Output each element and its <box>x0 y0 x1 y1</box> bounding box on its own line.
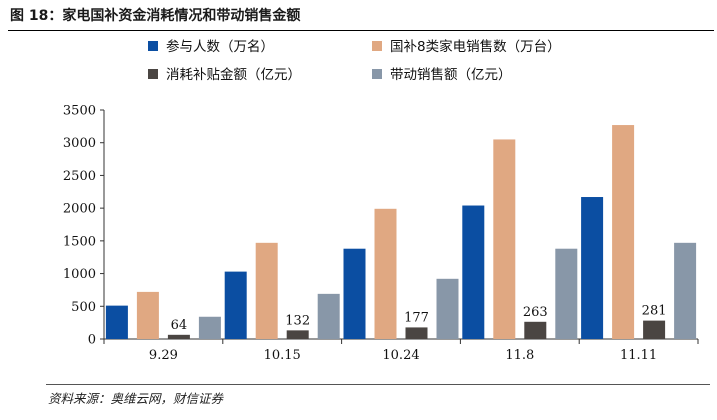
title-divider <box>8 30 714 31</box>
figure-header: 图 18：家电国补资金消耗情况和带动销售金额 <box>0 0 717 31</box>
x-tick-label: 10.15 <box>264 348 301 363</box>
legend-label: 消耗补贴金额（亿元） <box>166 67 301 83</box>
bar <box>255 242 278 339</box>
bar <box>462 205 485 339</box>
data-label: 177 <box>404 310 429 325</box>
x-tick-label: 11.11 <box>620 348 657 363</box>
data-label: 64 <box>171 318 188 333</box>
y-tick-label: 1500 <box>63 234 96 249</box>
x-tick-label: 11.8 <box>505 348 534 363</box>
bar <box>317 293 340 339</box>
bar <box>436 278 459 339</box>
y-tick-label: 3000 <box>63 136 96 151</box>
y-tick-label: 3500 <box>63 104 96 119</box>
legend-swatch <box>372 41 382 51</box>
bar <box>555 248 578 339</box>
legend-label: 参与人数（万名） <box>166 38 274 55</box>
bar <box>105 305 128 339</box>
legend-label: 带动销售额（亿元） <box>390 67 512 83</box>
bar <box>493 139 516 339</box>
data-label: 132 <box>285 313 310 328</box>
bar <box>374 208 397 339</box>
legend-swatch <box>148 41 158 51</box>
source-note: 资料来源：奥维云网，财信证券 <box>48 391 224 406</box>
y-tick-label: 1000 <box>63 267 96 282</box>
bar <box>405 327 428 339</box>
data-label: 263 <box>523 305 548 320</box>
legend-swatch <box>372 69 382 79</box>
bar <box>286 330 309 339</box>
x-tick-label: 10.24 <box>382 348 419 363</box>
source-divider <box>46 384 710 385</box>
legend-label: 国补8类家电销售数（万台） <box>390 38 561 55</box>
y-tick-label: 2000 <box>63 202 96 217</box>
bar <box>581 197 604 339</box>
x-tick-label: 9.29 <box>149 348 178 363</box>
bar <box>167 334 190 339</box>
bar-chart: 参与人数（万名） 国补8类家电销售数（万台） 消耗补贴金额（亿元） 带动销售额（亿元）… <box>63 38 699 363</box>
bar <box>674 242 697 339</box>
bar <box>612 125 635 339</box>
bar <box>224 271 247 339</box>
y-tick-label: 2500 <box>63 169 96 184</box>
y-tick-label: 0 <box>88 333 96 348</box>
legend-swatch <box>148 69 158 79</box>
bar <box>343 248 366 339</box>
bar <box>198 316 221 339</box>
y-tick-label: 500 <box>71 300 96 315</box>
bar <box>136 291 159 339</box>
bar <box>524 321 547 339</box>
bar <box>643 320 666 339</box>
data-label: 281 <box>642 304 667 319</box>
figure-title: 图 18：家电国补资金消耗情况和带动销售金额 <box>10 8 301 24</box>
